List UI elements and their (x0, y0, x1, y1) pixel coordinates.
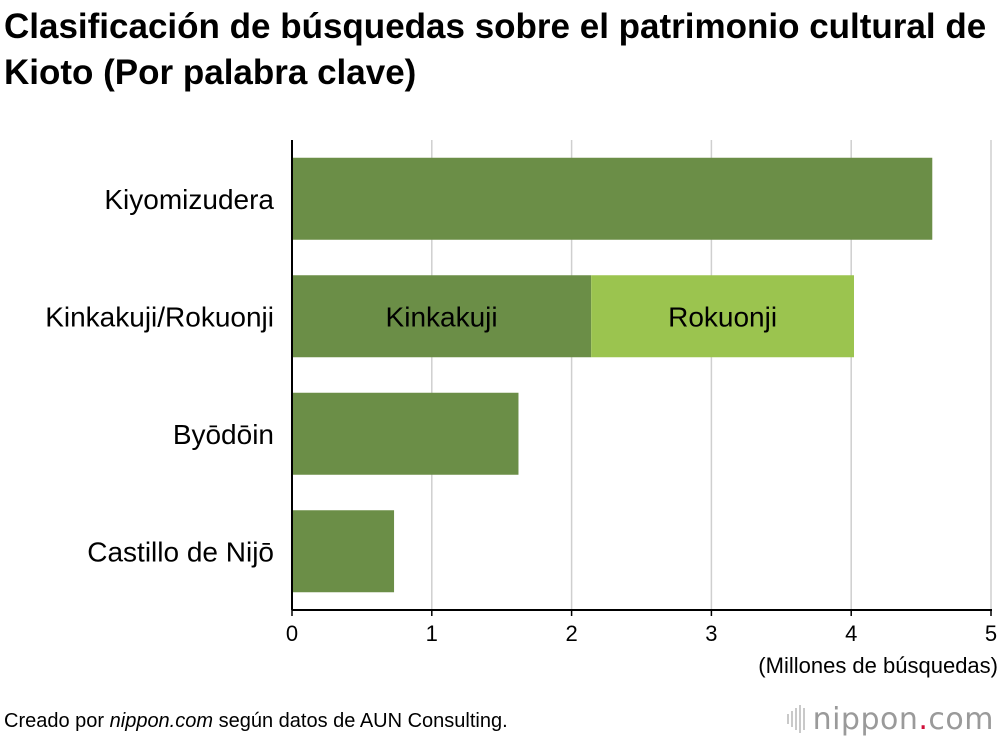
logo-main: nippon (812, 701, 919, 737)
logo-dot: . (918, 701, 929, 737)
bar-segment (292, 275, 592, 358)
x-tick-label: 1 (426, 621, 438, 646)
x-tick-label: 0 (286, 621, 298, 646)
source-suffix: según datos de AUN Consulting. (213, 710, 508, 732)
bar-segment-label: Kinkakuji (386, 301, 498, 332)
bars (292, 157, 933, 593)
source-site: nippon.com (109, 710, 214, 732)
bar-segment (292, 157, 933, 240)
category-label: Byōdōin (173, 419, 274, 450)
x-tick-label: 5 (985, 621, 997, 646)
bar-segment (591, 275, 854, 358)
x-axis-label: (Millones de búsquedas) (758, 653, 998, 678)
source-prefix: Creado por (4, 710, 110, 732)
x-tick-label: 4 (845, 621, 857, 646)
logo-text: nippon.com (813, 702, 994, 737)
x-tick-label: 2 (565, 621, 577, 646)
bar-segment (292, 392, 519, 475)
logo-tld: com (928, 701, 994, 737)
category-label: Castillo de Nijō (87, 536, 274, 567)
bar-segment (292, 510, 395, 593)
labels: 0 1 2 3 4 5 Kiyomizudera Kinkakuji Rokuonji Kinka… (45, 184, 998, 678)
source-note: Creado por nippon.com según datos de AUN… (4, 708, 508, 734)
logo-bars-icon (786, 705, 805, 733)
bar-segment-label: Rokuonji (668, 301, 777, 332)
nippon-logo: nippon.com (786, 702, 994, 737)
category-label: Kiyomizudera (104, 184, 274, 215)
chart-title: Clasificación de búsquedas sobre el patr… (4, 7, 987, 92)
axes (291, 140, 992, 616)
category-label: Kinkakuji/Rokuonji (45, 301, 274, 332)
x-tick-label: 3 (705, 621, 717, 646)
